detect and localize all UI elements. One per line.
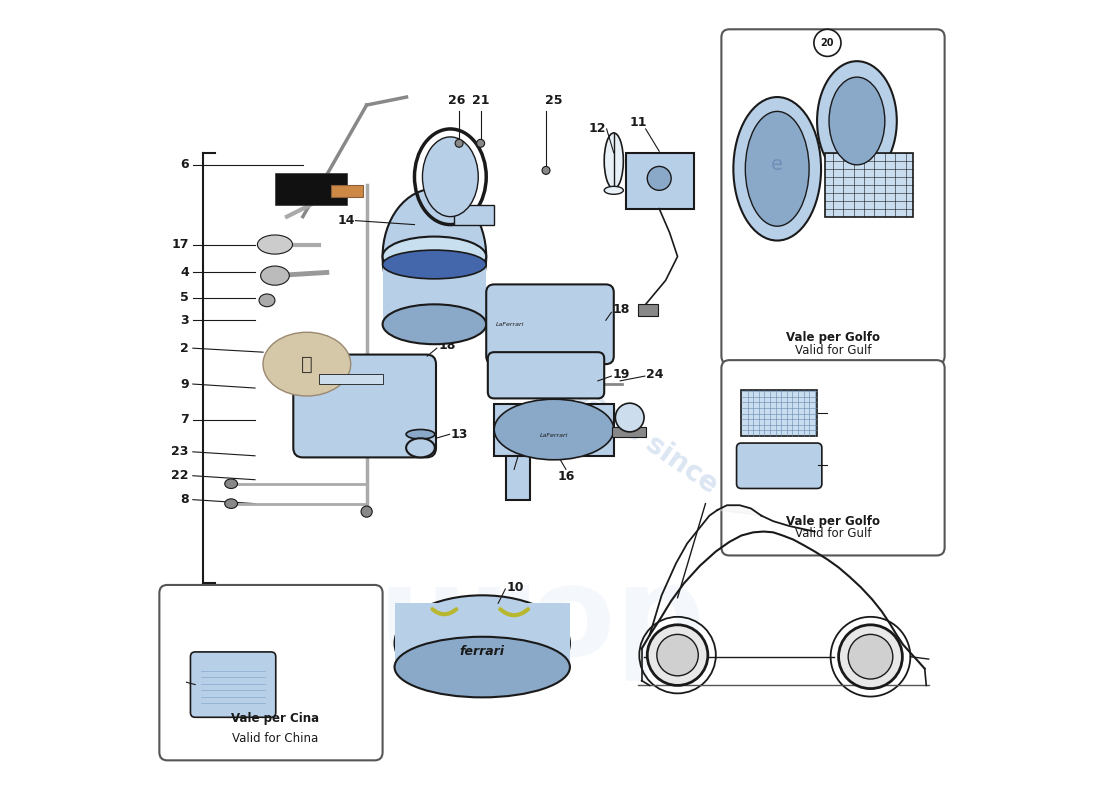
Text: Valid for Gulf: Valid for Gulf [795, 344, 871, 357]
Circle shape [657, 634, 698, 676]
Text: 2: 2 [180, 342, 189, 354]
Text: a passion for parts since 1965: a passion for parts since 1965 [390, 255, 794, 550]
Text: 6: 6 [180, 158, 189, 171]
Bar [825, 153, 913, 217]
Ellipse shape [734, 97, 821, 241]
FancyBboxPatch shape [160, 585, 383, 760]
Text: Valid for China: Valid for China [232, 731, 318, 745]
Ellipse shape [261, 266, 289, 286]
Text: 7: 7 [180, 414, 189, 426]
Ellipse shape [383, 237, 486, 277]
FancyBboxPatch shape [722, 30, 945, 364]
Bar [506, 456, 530, 500]
Ellipse shape [395, 595, 570, 691]
Text: 28: 28 [827, 459, 845, 472]
Ellipse shape [406, 430, 434, 439]
FancyBboxPatch shape [722, 360, 945, 555]
Text: 18: 18 [439, 339, 455, 352]
Bar [407, 428, 434, 448]
Bar [454, 205, 494, 225]
Text: 16: 16 [558, 470, 574, 483]
Ellipse shape [455, 139, 463, 147]
Bar [275, 173, 346, 205]
Text: e: e [771, 155, 783, 174]
Text: 12: 12 [588, 122, 606, 135]
Text: Valid for Gulf: Valid for Gulf [795, 527, 871, 541]
Ellipse shape [257, 235, 293, 254]
Ellipse shape [263, 332, 351, 396]
Ellipse shape [817, 61, 896, 181]
Text: Vale per Golfo: Vale per Golfo [786, 514, 880, 528]
Text: 23: 23 [172, 446, 189, 458]
Ellipse shape [422, 137, 478, 217]
Text: 14: 14 [338, 214, 354, 227]
Text: europ: europ [295, 560, 705, 681]
FancyBboxPatch shape [487, 352, 604, 398]
Ellipse shape [615, 403, 645, 432]
Text: 3: 3 [180, 314, 189, 326]
Ellipse shape [383, 250, 486, 279]
Text: 27: 27 [168, 674, 186, 687]
Ellipse shape [829, 77, 884, 165]
Ellipse shape [542, 166, 550, 174]
Bar [638, 304, 658, 316]
Text: ferrari: ferrari [460, 645, 505, 658]
Text: LaFerrari: LaFerrari [496, 322, 525, 326]
Text: Vale per Golfo: Vale per Golfo [786, 331, 880, 344]
Bar [319, 374, 383, 384]
Ellipse shape [224, 479, 238, 489]
Text: 13: 13 [450, 428, 468, 441]
Text: 24: 24 [646, 368, 663, 381]
Text: 20: 20 [821, 38, 834, 48]
Text: 19: 19 [613, 368, 629, 381]
Ellipse shape [383, 304, 486, 344]
Bar [626, 153, 693, 209]
FancyBboxPatch shape [190, 652, 276, 718]
Bar [383, 257, 486, 324]
Ellipse shape [258, 294, 275, 306]
Ellipse shape [406, 438, 434, 458]
Text: 26: 26 [448, 94, 465, 106]
Ellipse shape [383, 189, 486, 324]
Text: Vale per Cina: Vale per Cina [231, 712, 319, 726]
Ellipse shape [361, 506, 372, 517]
Bar [494, 404, 614, 456]
Text: 18: 18 [613, 303, 629, 317]
Ellipse shape [647, 166, 671, 190]
Text: 8: 8 [180, 493, 189, 506]
FancyBboxPatch shape [737, 443, 822, 489]
Text: 4: 4 [180, 266, 189, 279]
Ellipse shape [224, 499, 238, 509]
Text: 29: 29 [827, 405, 845, 418]
Circle shape [848, 634, 893, 679]
Ellipse shape [395, 637, 570, 698]
Text: 10: 10 [506, 581, 524, 594]
Text: 9: 9 [180, 378, 189, 390]
Bar [331, 185, 363, 197]
Text: 5: 5 [180, 291, 189, 305]
Text: 11: 11 [629, 116, 647, 129]
Text: 22: 22 [172, 470, 189, 482]
Circle shape [814, 30, 842, 56]
Text: ✋: ✋ [301, 354, 312, 374]
Ellipse shape [476, 139, 485, 147]
Text: 21: 21 [472, 94, 490, 106]
Bar [395, 603, 570, 667]
Ellipse shape [604, 186, 624, 194]
Ellipse shape [494, 399, 614, 460]
Text: 17: 17 [172, 238, 189, 251]
Polygon shape [717, 506, 761, 515]
Ellipse shape [604, 133, 624, 189]
FancyBboxPatch shape [486, 285, 614, 364]
Circle shape [647, 625, 708, 686]
Text: 25: 25 [546, 94, 563, 106]
Ellipse shape [746, 111, 810, 226]
Bar [741, 390, 817, 436]
Circle shape [838, 625, 902, 689]
Text: LaFerrari: LaFerrari [540, 434, 569, 438]
Bar [613, 427, 646, 437]
FancyBboxPatch shape [294, 354, 436, 458]
Text: 15: 15 [505, 470, 522, 483]
